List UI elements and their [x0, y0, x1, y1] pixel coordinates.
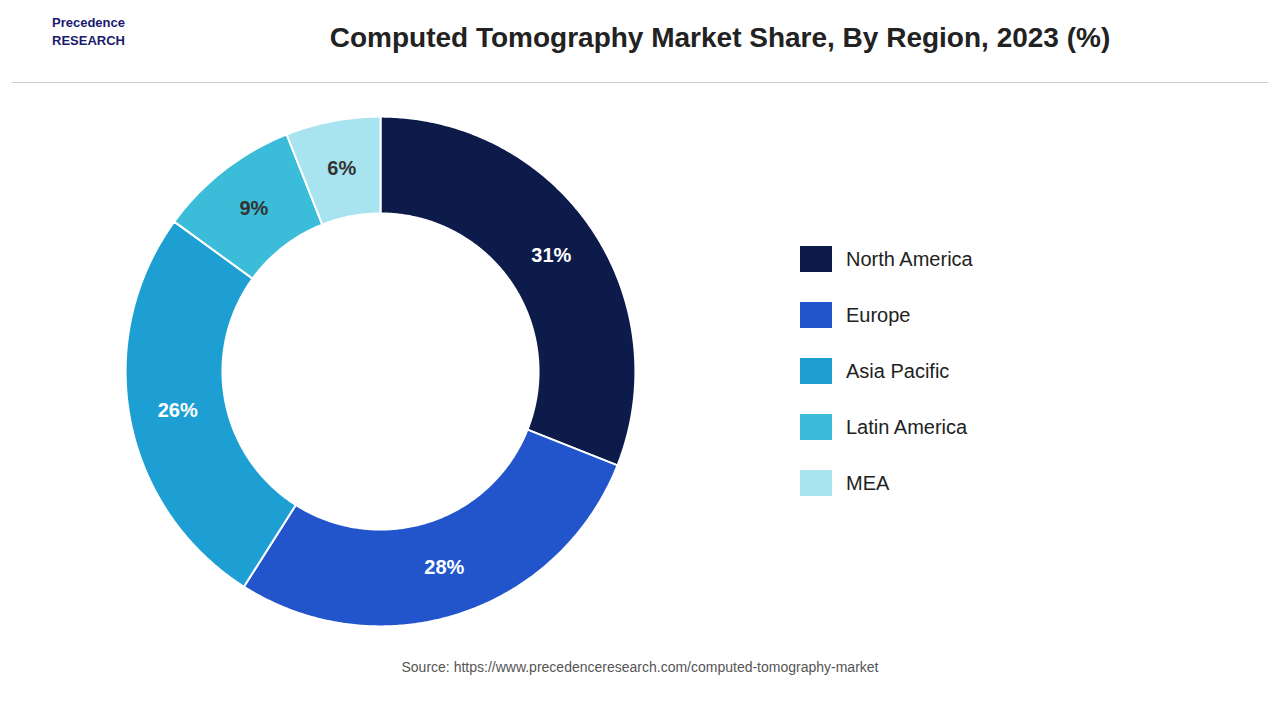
- svg-text:31%: 31%: [531, 244, 571, 266]
- svg-text:28%: 28%: [424, 556, 464, 578]
- html-text:Latin America: Latin America: [846, 415, 968, 438]
- html-text:MEA: MEA: [846, 471, 890, 494]
- html-text:Computed Tomography Market Sha: Computed Tomography Market Share, By Reg…: [329, 22, 1111, 53]
- html-text:North America: North America: [846, 247, 973, 270]
- html-text:Asia Pacific: Asia Pacific: [846, 359, 950, 382]
- svg-text:26%: 26%: [158, 399, 198, 421]
- html-text:Precedence RESEARCH: Precedence RESEARCH: [52, 15, 125, 49]
- svg-text:6%: 6%: [327, 157, 356, 179]
- html-text:Europe: Europe: [846, 303, 911, 326]
- html-text:Source: https://www.precedence: Source: https://www.precedenceresearch.c…: [401, 659, 879, 675]
- svg-text:9%: 9%: [239, 197, 268, 219]
